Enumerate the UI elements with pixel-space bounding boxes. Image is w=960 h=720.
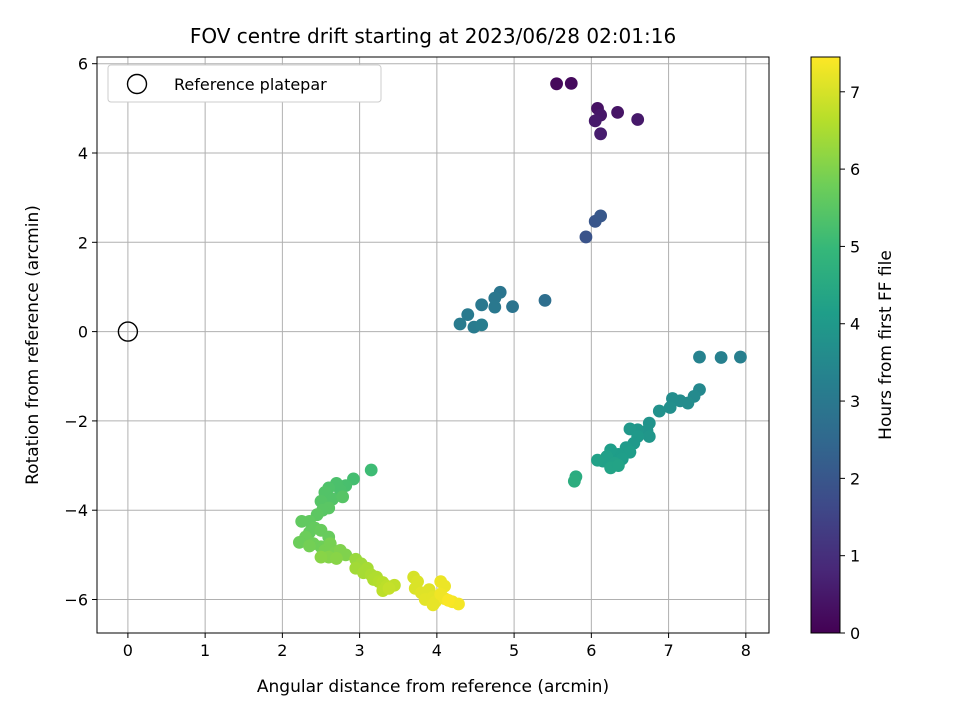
data-point [453,317,467,331]
y-tick-label: 6 [78,55,88,74]
data-point [663,401,677,414]
data-point [611,105,625,119]
plot-frame [96,56,770,634]
legend-reference-marker [126,73,148,95]
data-point [591,453,604,467]
data-point [594,209,608,223]
data-point [292,535,306,549]
data-point [538,293,552,307]
chart-title: FOV centre drift starting at 2023/06/28 … [190,24,676,48]
colorbar-ticks: 0 1 2 3 4 5 6 7 [840,83,860,643]
y-tick-label: 0 [78,323,88,342]
y-axis-ticks: −6 −4 −2 0 2 4 6 [64,55,97,610]
data-point [330,552,343,565]
plot-area [96,56,770,634]
x-axis-ticks: 0 1 2 3 4 5 6 7 8 [123,633,751,660]
data-point [314,550,328,564]
legend-entry-reference: Reference platepar [174,75,327,94]
data-point [506,300,519,313]
data-point [594,127,608,141]
x-tick-label: 2 [277,641,287,660]
x-tick-label: 0 [123,641,133,660]
colorbar-tick-label: 3 [850,392,860,411]
data-point [631,113,645,126]
data-point [452,597,465,611]
data-point [642,430,656,443]
y-tick-label: 2 [78,233,88,252]
legend: Reference platepar [107,64,382,103]
data-point [488,291,502,305]
data-point [295,514,309,528]
data-point [567,474,581,488]
data-point [588,114,602,128]
y-tick-label: −2 [64,412,88,431]
x-tick-label: 1 [200,641,210,660]
data-point [734,350,747,364]
colorbar-tick-label: 2 [850,469,860,488]
x-tick-label: 6 [586,641,596,660]
colorbar-gradient [810,56,841,634]
colorbar-tick-label: 0 [850,624,860,643]
data-point [564,76,578,90]
x-axis-label: Angular distance from reference (arcmin) [257,677,609,697]
data-point [611,459,625,472]
colorbar-tick-label: 5 [850,237,860,256]
data-point [461,308,475,322]
colorbar-tick-label: 7 [850,83,860,102]
data-point [426,598,440,612]
data-point [442,594,455,607]
x-tick-label: 5 [509,641,519,660]
colorbar: 0 1 2 3 4 5 6 7 Hours from first FF file [810,56,896,643]
colorbar-tick-label: 6 [850,160,860,179]
x-tick-label: 3 [355,641,365,660]
data-point [550,77,563,91]
reference-marker [117,321,139,342]
data-point [336,490,350,504]
data-point [579,230,593,244]
colorbar-label: Hours from first FF file [876,250,896,440]
data-point [488,300,502,314]
colorbar-tick-label: 1 [850,547,860,566]
x-tick-label: 4 [432,641,442,660]
y-axis-label: Rotation from reference (arcmin) [23,205,43,485]
colorbar-tick-label: 4 [850,315,860,334]
data-point [382,581,396,595]
data-point [693,350,706,364]
legend-box [107,64,382,103]
data-point [364,463,378,477]
data-point [303,539,316,553]
data-points [292,76,747,612]
data-point [714,351,728,364]
y-tick-label: −6 [64,591,88,610]
data-point [475,318,489,332]
x-tick-label: 7 [663,641,673,660]
x-tick-label: 8 [741,641,751,660]
y-tick-label: −4 [64,501,88,520]
y-tick-label: 4 [78,144,88,163]
data-point [475,298,489,312]
data-point [652,404,666,418]
